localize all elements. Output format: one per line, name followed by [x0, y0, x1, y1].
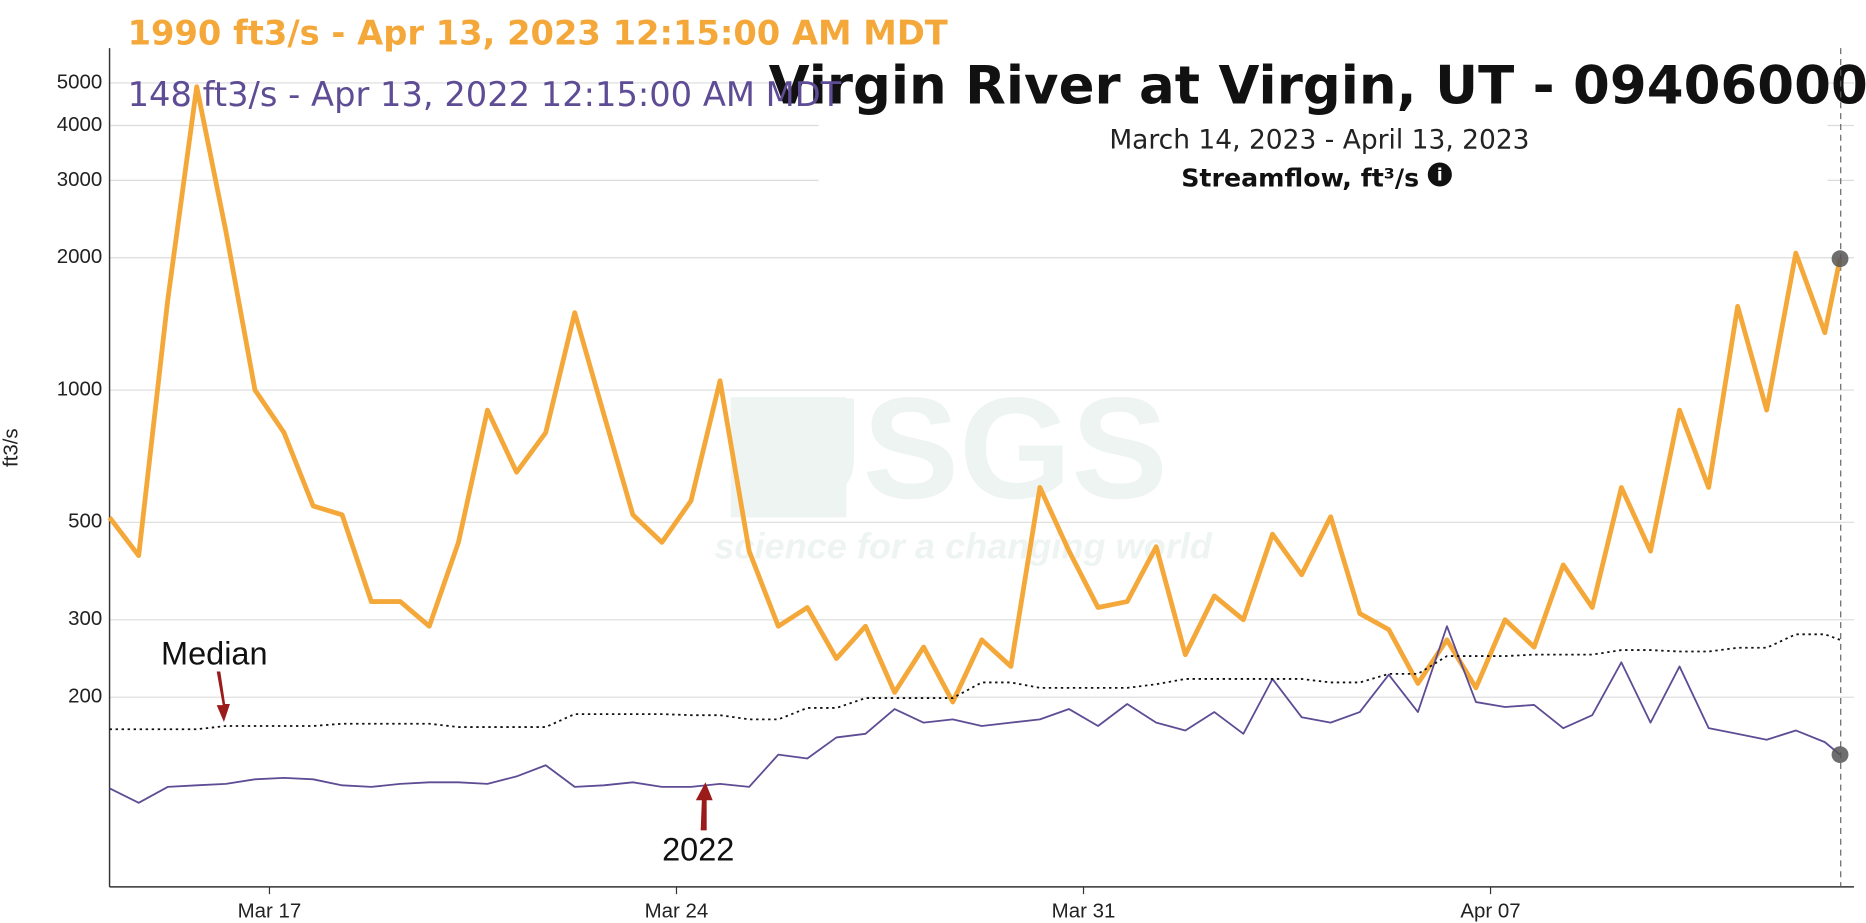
watermark: USGS science for a changing world	[714, 367, 1212, 566]
y-tick-label: 300	[68, 607, 102, 630]
y-tick-label: 200	[68, 685, 102, 708]
parameter-label: Streamflow, ft³/s	[1181, 163, 1419, 192]
series-2022-arrow	[695, 782, 713, 831]
series-line	[109, 633, 1841, 731]
y-tick-label: 500	[68, 510, 102, 533]
series-2022-annotation: 2022	[662, 832, 734, 868]
readout-2022: 148 ft3/s - Apr 13, 2022 12:15:00 AM MDT	[128, 75, 842, 114]
median-annotation: Median	[161, 635, 268, 671]
watermark-logo	[730, 397, 847, 518]
current-point	[1831, 746, 1849, 764]
y-tick-label: 4000	[57, 113, 103, 136]
current-point	[1831, 250, 1849, 268]
watermark-text: USGS	[758, 367, 1167, 529]
lines	[107, 84, 1849, 804]
series-line	[109, 625, 1841, 804]
watermark-tagline: science for a changing world	[714, 525, 1212, 566]
series-line	[107, 84, 1843, 705]
x-tick-label: Apr 07	[1460, 900, 1520, 923]
info-icon[interactable]: i	[1427, 162, 1452, 187]
y-tick-label: 3000	[57, 168, 103, 191]
chart-subtitle: March 14, 2023 - April 13, 2023	[1109, 124, 1529, 155]
x-tick-label: Mar 24	[645, 900, 709, 923]
svg-text:i: i	[1437, 165, 1443, 185]
median-arrow	[216, 671, 230, 723]
chart-title: Virgin River at Virgin, UT - 09406000	[769, 56, 1866, 117]
title-backdrop	[818, 50, 1828, 200]
x-tick-label: Mar 17	[238, 900, 302, 923]
readout-2023: 1990 ft3/s - Apr 13, 2023 12:15:00 AM MD…	[128, 13, 948, 52]
y-tick-label: 1000	[57, 377, 103, 400]
y-axis-label: ft3/s	[0, 428, 22, 467]
y-tick-label: 5000	[57, 70, 103, 93]
y-tick-label: 2000	[57, 245, 103, 268]
x-tick-label: Mar 31	[1052, 900, 1116, 923]
